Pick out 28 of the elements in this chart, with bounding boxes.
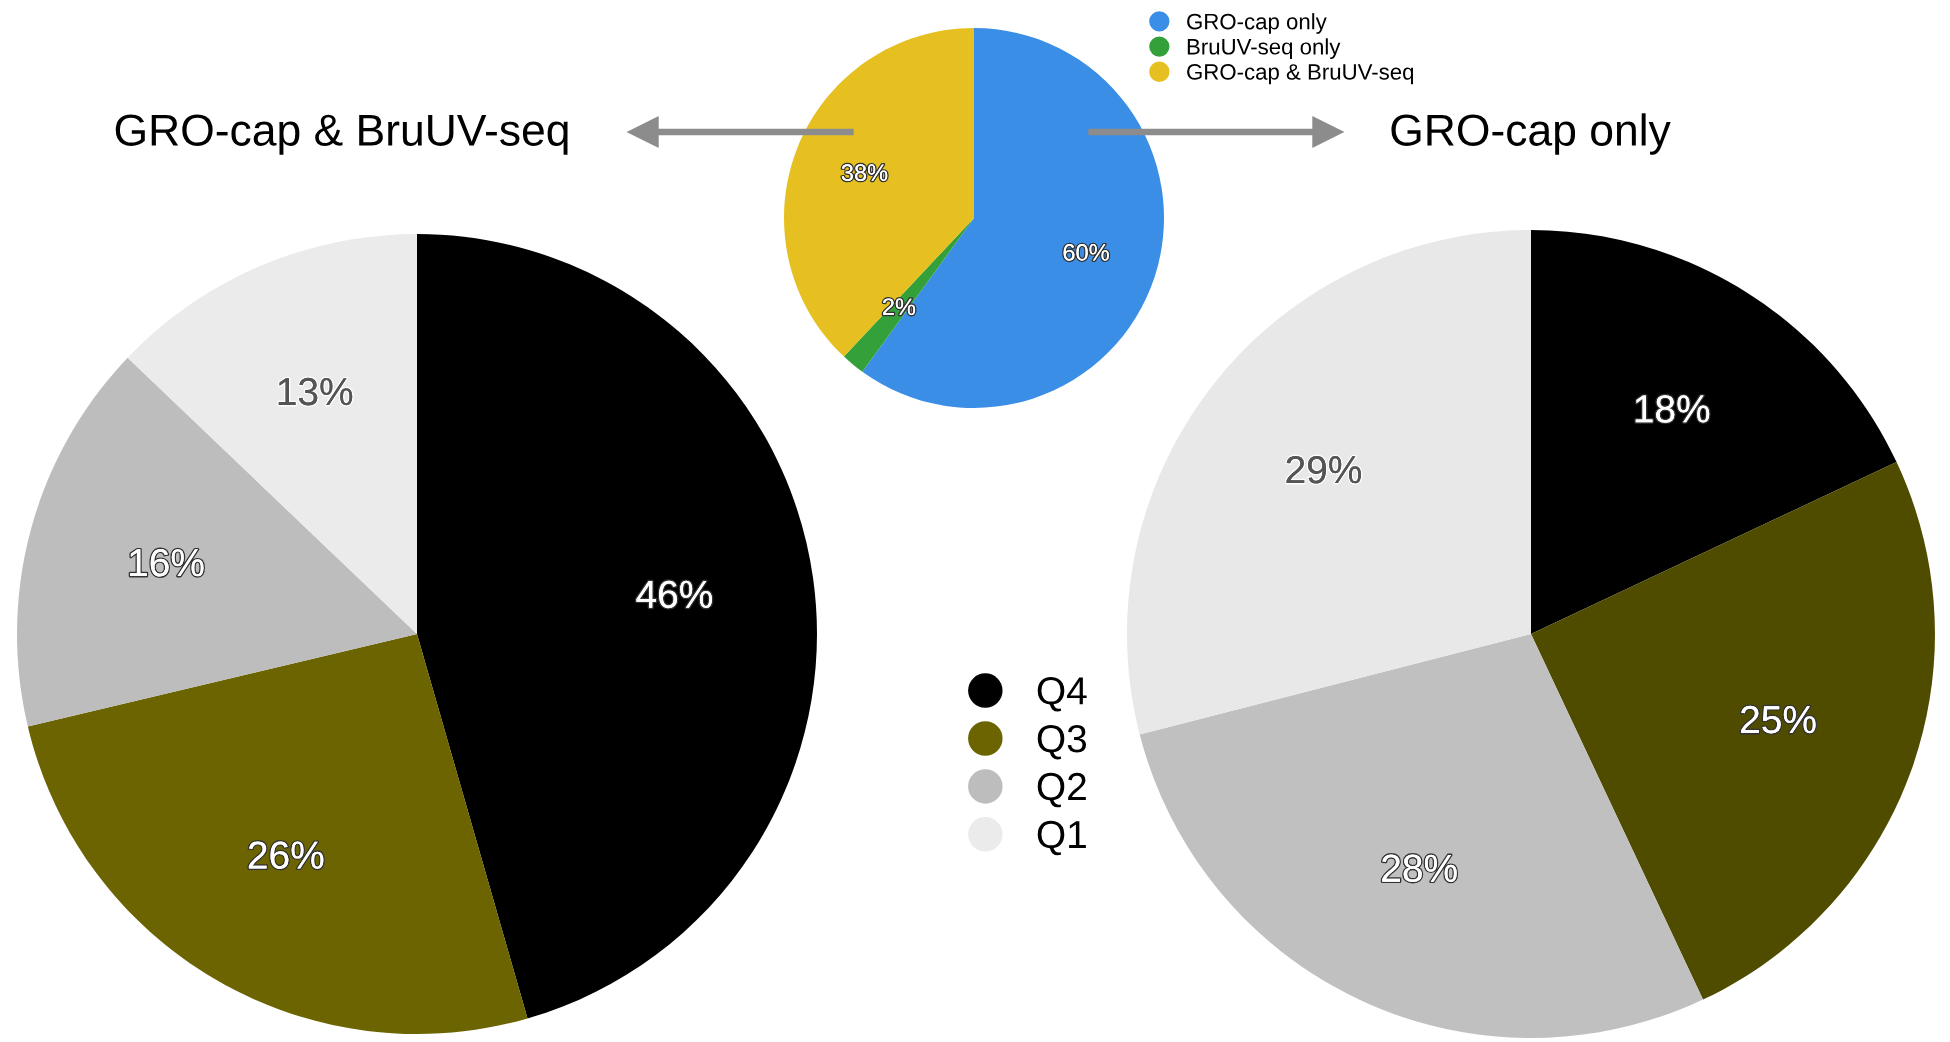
- pie-slice: [1139, 634, 1704, 1038]
- data-label: 18%: [1635, 395, 1710, 423]
- pie-slice: [784, 28, 974, 357]
- pie-slice: [1531, 461, 1935, 1000]
- pie-slice: [127, 234, 417, 634]
- data-label: 46%: [636, 580, 712, 609]
- pie-slice: [1531, 230, 1897, 634]
- data-label: 13%: [278, 377, 353, 406]
- data-label: 60%: [1063, 244, 1109, 261]
- legend-label: BruUV-seq only: [1187, 38, 1341, 59]
- data-label: 29%: [1286, 455, 1362, 484]
- pie-slice: [27, 634, 528, 1034]
- pie-slice: [417, 234, 817, 1019]
- legend-label: GRO-cap & BruUV-seq: [1187, 64, 1414, 85]
- data-label: 28%: [1382, 854, 1457, 883]
- chart-title: GRO-cap only: [1391, 113, 1671, 155]
- pie-slice: [17, 357, 417, 727]
- data-label: 25%: [1741, 705, 1816, 734]
- data-label: 16%: [130, 548, 204, 577]
- data-label: 26%: [248, 841, 324, 869]
- pie-slice: [1127, 230, 1531, 735]
- chart-title: GRO-cap & BruUV-seq: [115, 114, 568, 155]
- data-label: 38%: [841, 164, 888, 181]
- legend-label: Q1: [1037, 820, 1086, 856]
- legend-label: Q4: [1037, 677, 1087, 712]
- legend-label: Q2: [1037, 772, 1086, 808]
- legend-label: Q3: [1037, 724, 1087, 760]
- legend-label: GRO-cap only: [1187, 13, 1327, 34]
